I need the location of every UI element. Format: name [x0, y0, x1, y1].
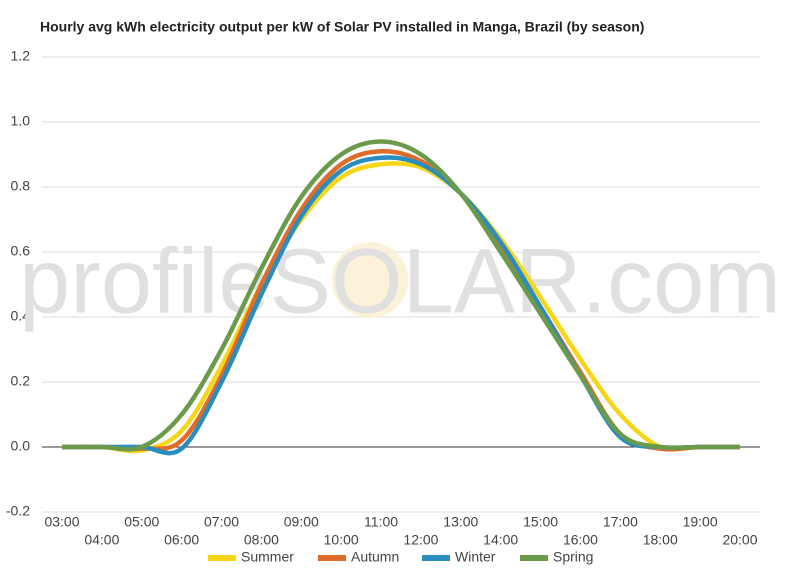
x-tick-label: 03:00 [44, 514, 79, 530]
y-tick-label: -0.2 [6, 503, 30, 519]
watermark: profileSOLAR.com [19, 230, 781, 332]
series-line [62, 155, 740, 456]
y-tick-label: 1.2 [11, 48, 31, 64]
chart-title: Hourly avg kWh electricity output per kW… [40, 19, 644, 35]
x-tick-label: 08:00 [244, 532, 279, 548]
x-tick-label: 17:00 [603, 514, 638, 530]
legend-swatch [318, 555, 346, 561]
y-tick-label: 0.2 [11, 373, 31, 389]
x-tick-label: 16:00 [563, 532, 598, 548]
x-tick-label: 11:00 [364, 514, 398, 530]
x-tick-label: 12:00 [403, 532, 438, 548]
x-tick-label: 07:00 [204, 514, 239, 530]
y-tick-label: 0.0 [11, 438, 31, 454]
x-tick-label: 15:00 [523, 514, 558, 530]
legend-label: Autumn [351, 549, 399, 565]
series-line [61, 161, 740, 454]
y-tick-label: 0.4 [11, 308, 31, 324]
y-tick-label: 1.0 [11, 113, 31, 129]
x-tick-label: 05:00 [124, 514, 159, 530]
legend-label: Winter [455, 549, 496, 565]
legend-swatch [422, 555, 450, 561]
x-tick-label: 06:00 [164, 532, 199, 548]
x-tick-label: 04:00 [84, 532, 119, 548]
series-line [62, 139, 740, 452]
x-tick-label: 13:00 [443, 514, 478, 530]
legend-label: Summer [241, 549, 294, 565]
x-tick-label: 14:00 [483, 532, 518, 548]
legend-label: Spring [553, 549, 593, 565]
x-tick-label: 10:00 [324, 532, 359, 548]
x-tick-label: 09:00 [284, 514, 319, 530]
y-tick-label: 0.8 [11, 178, 31, 194]
legend-swatch [520, 555, 548, 561]
x-tick-label: 19:00 [683, 514, 718, 530]
watermark-sun [332, 242, 408, 318]
x-tick-label: 18:00 [643, 532, 678, 548]
y-tick-label: 0.6 [11, 243, 31, 259]
x-tick-label: 20:00 [722, 532, 757, 548]
legend-swatch [208, 555, 236, 561]
